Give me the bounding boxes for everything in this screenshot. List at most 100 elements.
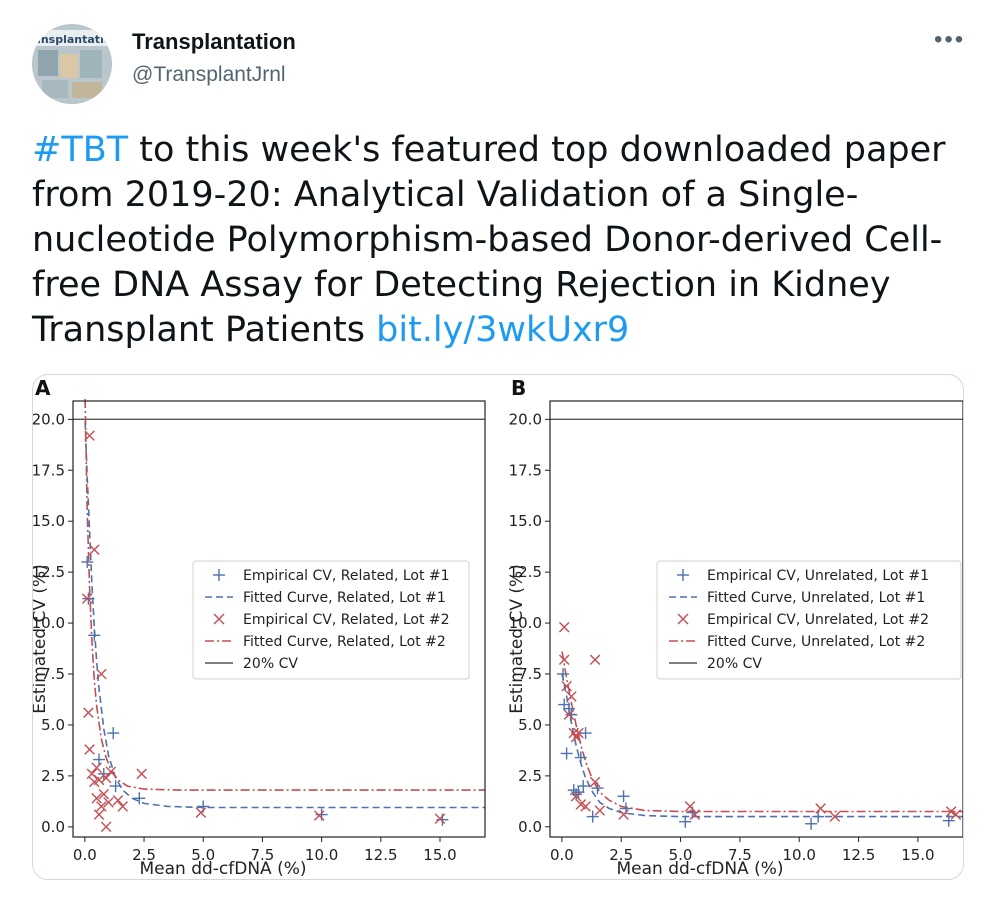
x-tick-label: 7.5 [250, 846, 274, 864]
chart-panel-b: B 0.0 2.5 5.0 7.5 10.0 12.5 15.0 0.0 2.5 5.0 7.5 10.… [507, 376, 963, 879]
more-options-icon[interactable]: ••• [934, 26, 966, 53]
plot-frame [72, 400, 486, 838]
data-point-lot1 [93, 753, 106, 766]
fitted-curve-lot1 [561, 673, 963, 818]
legend-box [656, 560, 962, 680]
data-point-lot2 [96, 801, 107, 812]
hashtag-link[interactable]: #TBT [32, 130, 129, 170]
data-point-lot1 [88, 629, 101, 642]
data-point-lot2 [81, 593, 93, 604]
fitted-curve-lot1 [84, 421, 485, 809]
author-name[interactable]: Transplantation [132, 29, 296, 54]
data-point-lot2 [689, 809, 701, 820]
x-axis-label: Mean dd-cfDNA (%) [616, 859, 783, 879]
y-tick-label: 5.0 [518, 716, 542, 734]
y-tick-label: 17.5 [33, 461, 65, 479]
data-point-lot1 [942, 814, 955, 827]
data-point-lot1 [572, 786, 585, 799]
legend-label: 20% CV [707, 656, 762, 672]
legend-label: Fitted Curve, Related, Lot #1 [243, 590, 446, 606]
x-tick-label: 2.5 [132, 846, 156, 864]
chart-legend: Empirical CV, Related, Lot #1 Fitted Curv… [192, 560, 470, 680]
data-point-lot2 [558, 654, 570, 666]
legend-label: Empirical CV, Related, Lot #2 [243, 612, 450, 628]
data-point-lot2 [618, 809, 629, 820]
data-point-lot2 [589, 776, 601, 788]
tweet-url-link[interactable]: bit.ly/3wkUxr9 [376, 310, 630, 350]
avatar-image: ransplantatio [32, 24, 112, 104]
data-point-lot1 [133, 792, 146, 805]
data-point-lot1 [586, 810, 599, 823]
data-point-lot1 [574, 751, 587, 764]
author-avatar[interactable]: ransplantatio [32, 24, 112, 104]
data-point-lot2 [313, 810, 325, 821]
data-point-lot2 [589, 654, 601, 666]
data-point-lot1 [812, 810, 825, 823]
data-point-lot1 [679, 815, 692, 828]
y-tick-label: 10.0 [509, 614, 542, 632]
data-point-lot2 [93, 774, 105, 786]
data-point-lot2 [93, 809, 105, 820]
data-point-lot2 [96, 668, 107, 680]
data-point-lot1 [97, 767, 110, 780]
data-point-lot2 [117, 801, 129, 812]
legend-label: Empirical CV, Unrelated, Lot #1 [707, 568, 929, 584]
data-point-lot2 [100, 772, 112, 784]
data-point-lot2 [195, 807, 207, 818]
y-tick-label: 0.0 [518, 818, 542, 836]
y-tick-label: 5.0 [41, 716, 65, 734]
x-axis-label: Mean dd-cfDNA (%) [139, 859, 306, 879]
y-tick-label: 20.0 [509, 410, 542, 428]
y-tick-label: 0.0 [41, 818, 65, 836]
data-point-lot2 [91, 762, 102, 774]
y-tick-label: 20.0 [33, 410, 65, 428]
y-tick-label: 15.0 [509, 512, 542, 530]
legend-label: Fitted Curve, Unrelated, Lot #2 [707, 634, 925, 650]
data-point-lot2 [684, 801, 696, 812]
x-tick-label: 0.0 [550, 846, 574, 864]
data-point-lot1 [557, 668, 570, 681]
legend-marker-x [677, 613, 689, 625]
data-point-lot2 [829, 811, 841, 822]
data-point-lot1 [562, 702, 575, 715]
data-point-lot1 [577, 780, 590, 793]
data-point-lot2 [112, 795, 124, 806]
y-tick-label: 7.5 [518, 665, 542, 683]
panel-label: B [511, 376, 526, 400]
y-tick-label: 17.5 [509, 461, 542, 479]
x-tick-label: 12.5 [364, 846, 397, 864]
data-point-lot1 [560, 747, 573, 760]
data-point-lot2 [950, 809, 962, 820]
x-tick-label: 5.0 [191, 846, 215, 864]
data-point-lot2 [83, 707, 94, 719]
fitted-curve-lot2 [84, 398, 485, 791]
panel-label: A [35, 376, 51, 400]
data-point-lot2 [136, 768, 147, 780]
data-point-lot2 [594, 805, 606, 816]
data-point-lot2 [815, 803, 826, 814]
y-axis-label: Estimated CV (%) [507, 564, 527, 714]
x-tick-label: 5.0 [669, 846, 693, 864]
y-tick-label: 10.0 [33, 614, 65, 632]
legend-label: Empirical CV, Unrelated, Lot #2 [707, 612, 929, 628]
legend-label: Fitted Curve, Related, Lot #2 [243, 634, 446, 650]
data-point-lot2 [570, 790, 582, 802]
x-tick-label: 0.0 [73, 846, 97, 864]
tweet-media-image[interactable]: A 0.0 2.5 5.0 7.5 10.0 12.5 15.0 0.0 2.5 5.0 7.5 10.… [32, 374, 964, 880]
plot-frame [549, 400, 963, 838]
author-handle[interactable]: @TransplantJrnl [132, 63, 286, 86]
x-tick-label: 12.5 [842, 846, 875, 864]
x-tick-label: 15.0 [901, 846, 934, 864]
data-point-lot1 [805, 817, 818, 830]
data-point-lot2 [566, 691, 577, 702]
legend-label: 20% CV [243, 656, 298, 672]
data-point-lot2 [103, 797, 114, 808]
data-point-lot1 [570, 788, 583, 801]
data-point-lot1 [617, 790, 630, 803]
data-point-lot2 [563, 709, 575, 721]
data-point-lot1 [81, 555, 94, 568]
x-tick-label: 15.0 [423, 846, 456, 864]
data-point-lot2 [86, 768, 98, 780]
data-point-lot2 [98, 788, 110, 800]
data-point-lot2 [580, 801, 591, 812]
